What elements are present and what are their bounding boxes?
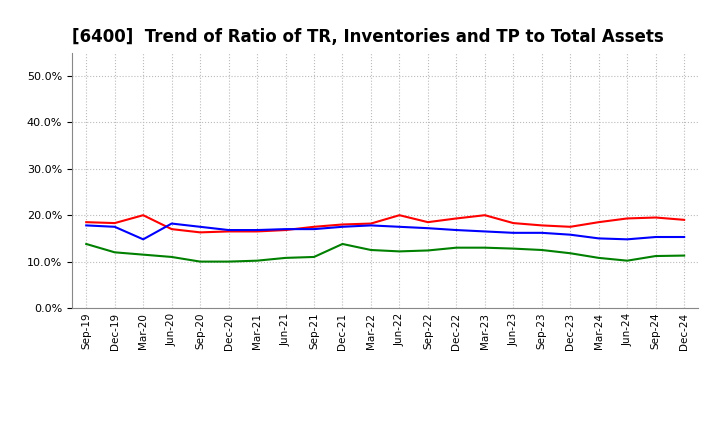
Inventories (680, 235, 688, 240)
Inventories (225, 227, 233, 233)
Trade Receivables (623, 216, 631, 221)
Trade Payables (509, 246, 518, 251)
Trade Receivables (338, 222, 347, 227)
Trade Receivables (566, 224, 575, 229)
Trade Payables (537, 247, 546, 253)
Line: Inventories: Inventories (86, 224, 684, 239)
Trade Receivables (423, 220, 432, 225)
Trade Receivables (225, 229, 233, 234)
Trade Receivables (82, 220, 91, 225)
Trade Payables (595, 255, 603, 260)
Trade Receivables (196, 230, 204, 235)
Line: Trade Receivables: Trade Receivables (86, 215, 684, 232)
Trade Receivables (595, 220, 603, 225)
Trade Receivables (310, 224, 318, 229)
Inventories (566, 232, 575, 237)
Inventories (167, 221, 176, 226)
Trade Receivables (167, 227, 176, 232)
Inventories (282, 227, 290, 232)
Trade Payables (652, 253, 660, 259)
Trade Receivables (480, 213, 489, 218)
Inventories (366, 223, 375, 228)
Trade Receivables (452, 216, 461, 221)
Trade Receivables (509, 220, 518, 226)
Trade Receivables (537, 223, 546, 228)
Trade Payables (366, 247, 375, 253)
Trade Payables (452, 245, 461, 250)
Inventories (509, 230, 518, 235)
Inventories (110, 224, 119, 229)
Inventories (480, 229, 489, 234)
Text: [6400]  Trend of Ratio of TR, Inventories and TP to Total Assets: [6400] Trend of Ratio of TR, Inventories… (72, 28, 664, 46)
Inventories (196, 224, 204, 229)
Trade Receivables (366, 221, 375, 226)
Inventories (537, 230, 546, 235)
Trade Receivables (395, 213, 404, 218)
Trade Payables (282, 255, 290, 260)
Inventories (452, 227, 461, 233)
Trade Payables (196, 259, 204, 264)
Line: Trade Payables: Trade Payables (86, 244, 684, 262)
Trade Receivables (680, 217, 688, 223)
Inventories (139, 237, 148, 242)
Inventories (310, 227, 318, 232)
Inventories (338, 224, 347, 229)
Trade Payables (480, 245, 489, 250)
Trade Payables (82, 241, 91, 246)
Inventories (595, 236, 603, 241)
Trade Payables (423, 248, 432, 253)
Trade Payables (680, 253, 688, 258)
Trade Payables (566, 251, 575, 256)
Trade Payables (225, 259, 233, 264)
Trade Payables (110, 249, 119, 255)
Inventories (652, 235, 660, 240)
Trade Receivables (110, 220, 119, 226)
Inventories (82, 223, 91, 228)
Inventories (423, 226, 432, 231)
Trade Payables (310, 254, 318, 260)
Trade Payables (139, 252, 148, 257)
Trade Receivables (139, 213, 148, 218)
Trade Receivables (652, 215, 660, 220)
Trade Payables (253, 258, 261, 263)
Trade Payables (167, 254, 176, 260)
Trade Payables (623, 258, 631, 263)
Inventories (253, 227, 261, 233)
Inventories (395, 224, 404, 229)
Inventories (623, 237, 631, 242)
Trade Receivables (253, 229, 261, 234)
Trade Payables (395, 249, 404, 254)
Trade Payables (338, 241, 347, 246)
Trade Receivables (282, 227, 290, 233)
